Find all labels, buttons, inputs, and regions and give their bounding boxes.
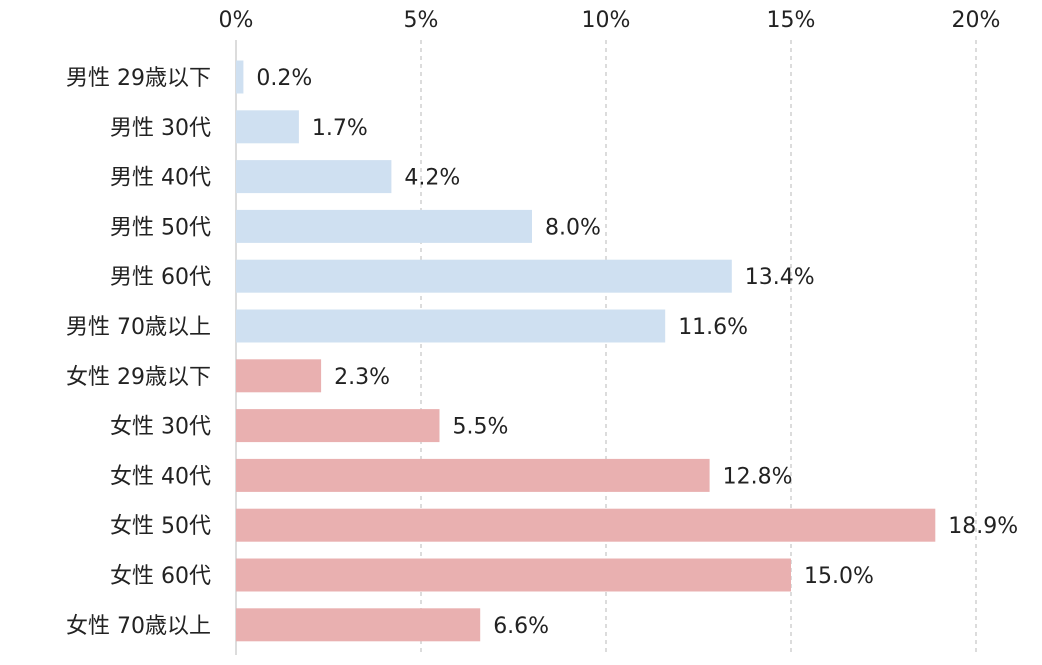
data-label: 13.4% — [745, 265, 815, 290]
data-label: 5.5% — [453, 415, 509, 440]
x-tick-label: 10% — [582, 8, 631, 33]
category-label: 女性 29歳以下 — [66, 365, 211, 390]
category-label: 女性 50代 — [110, 514, 211, 539]
data-label: 8.0% — [545, 215, 601, 240]
bar — [236, 508, 936, 542]
data-label: 15.0% — [804, 564, 874, 589]
data-label: 12.8% — [723, 464, 793, 489]
data-label: 6.6% — [493, 614, 549, 639]
bar — [236, 458, 710, 492]
x-tick-label: 5% — [404, 8, 439, 33]
category-label: 男性 40代 — [110, 166, 211, 191]
data-label: 0.2% — [256, 66, 312, 91]
bar — [236, 160, 392, 194]
category-label: 女性 60代 — [110, 564, 211, 589]
x-tick-label: 15% — [767, 8, 816, 33]
x-axis-ticks: 0% 5% 10% 15% 20% — [219, 8, 1001, 33]
category-label: 女性 30代 — [110, 415, 211, 440]
bar — [236, 110, 299, 144]
category-label: 男性 30代 — [110, 116, 211, 141]
category-label: 男性 29歳以下 — [66, 66, 211, 91]
bar — [236, 60, 244, 94]
bar — [236, 359, 322, 393]
bar — [236, 309, 666, 343]
data-label: 2.3% — [334, 365, 390, 390]
category-label: 男性 70歳以上 — [66, 315, 211, 340]
category-label: 女性 40代 — [110, 464, 211, 489]
category-label: 女性 70歳以上 — [66, 614, 211, 639]
bar — [236, 409, 440, 443]
x-tick-label: 20% — [952, 8, 1001, 33]
data-label: 18.9% — [948, 514, 1018, 539]
x-tick-label: 0% — [219, 8, 254, 33]
bar — [236, 259, 732, 293]
data-label: 1.7% — [312, 116, 368, 141]
category-label: 男性 50代 — [110, 215, 211, 240]
bar — [236, 209, 532, 243]
bars — [236, 60, 936, 642]
data-label: 11.6% — [678, 315, 748, 340]
category-label: 男性 60代 — [110, 265, 211, 290]
data-label: 4.2% — [404, 166, 460, 191]
bar — [236, 608, 481, 642]
bar — [236, 558, 791, 592]
value-labels: 0.2%1.7% 4.2% 8.0% 13.4% 11.6% 2.3% 5.5% 12.8% 1… — [256, 66, 1018, 639]
